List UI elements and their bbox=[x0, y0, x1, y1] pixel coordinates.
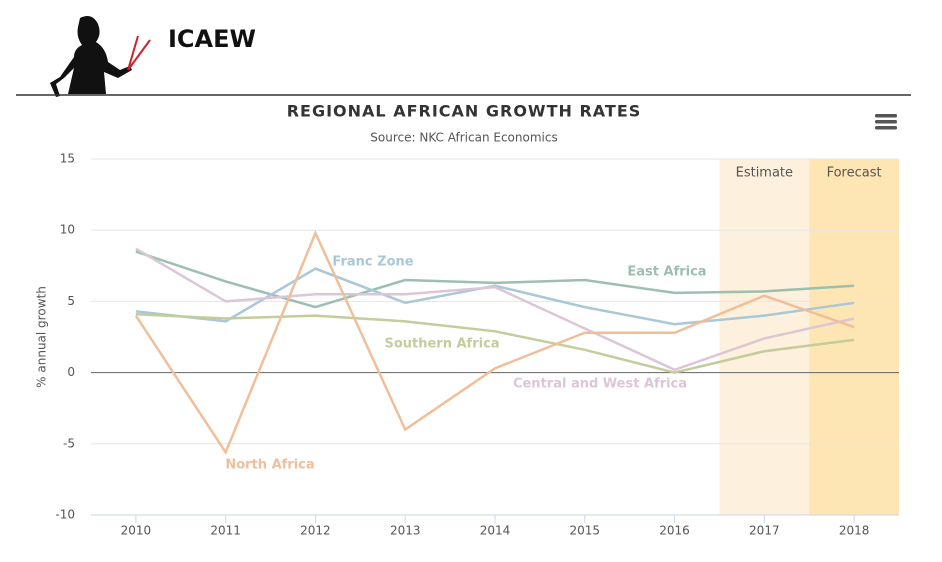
series-line bbox=[135, 250, 855, 309]
menu-bar[interactable] bbox=[875, 126, 897, 130]
plot-band bbox=[719, 159, 810, 515]
chart-subtitle: Source: NKC African Economics bbox=[370, 131, 557, 145]
plot-band-label: Estimate bbox=[736, 166, 793, 181]
y-tick-label: 15 bbox=[60, 152, 75, 166]
x-tick-label: 2016 bbox=[659, 524, 690, 538]
x-tick-label: 2013 bbox=[390, 524, 421, 538]
x-tick-label: 2010 bbox=[121, 524, 152, 538]
series-label: North Africa bbox=[225, 458, 314, 473]
logo-figure bbox=[50, 16, 132, 97]
x-tick-label: 2014 bbox=[480, 524, 511, 538]
menu-button[interactable] bbox=[875, 114, 897, 130]
x-tick-label: 2017 bbox=[749, 524, 780, 538]
brand: ICAEW bbox=[168, 25, 256, 53]
series-label: Franc Zone bbox=[332, 255, 413, 270]
plot-band-label: Forecast bbox=[827, 166, 882, 181]
series-line bbox=[134, 229, 855, 456]
x-tick-label: 2018 bbox=[839, 524, 870, 538]
series-label: Central and West Africa bbox=[513, 377, 687, 392]
series-line bbox=[135, 267, 855, 326]
y-tick-label: -5 bbox=[63, 436, 75, 450]
series-line bbox=[135, 247, 855, 372]
menu-bar[interactable] bbox=[875, 120, 897, 124]
menu-bar[interactable] bbox=[875, 114, 897, 118]
logo-mark bbox=[127, 35, 151, 71]
chart-title: REGIONAL AFRICAN GROWTH RATES bbox=[287, 102, 642, 121]
y-tick-label: 5 bbox=[67, 294, 75, 308]
x-tick-label: 2015 bbox=[570, 524, 601, 538]
series-label: East Africa bbox=[627, 265, 706, 280]
x-tick-label: 2012 bbox=[300, 524, 331, 538]
x-tick-label: 2011 bbox=[210, 524, 241, 538]
y-tick-label: 10 bbox=[60, 223, 75, 237]
plot-band bbox=[809, 159, 899, 515]
y-tick-label: 0 bbox=[67, 365, 75, 379]
series-line bbox=[135, 312, 855, 374]
y-tick-label: -10 bbox=[55, 508, 75, 522]
series-label: Southern Africa bbox=[384, 337, 499, 352]
y-axis-label: % annual growth bbox=[35, 286, 49, 388]
